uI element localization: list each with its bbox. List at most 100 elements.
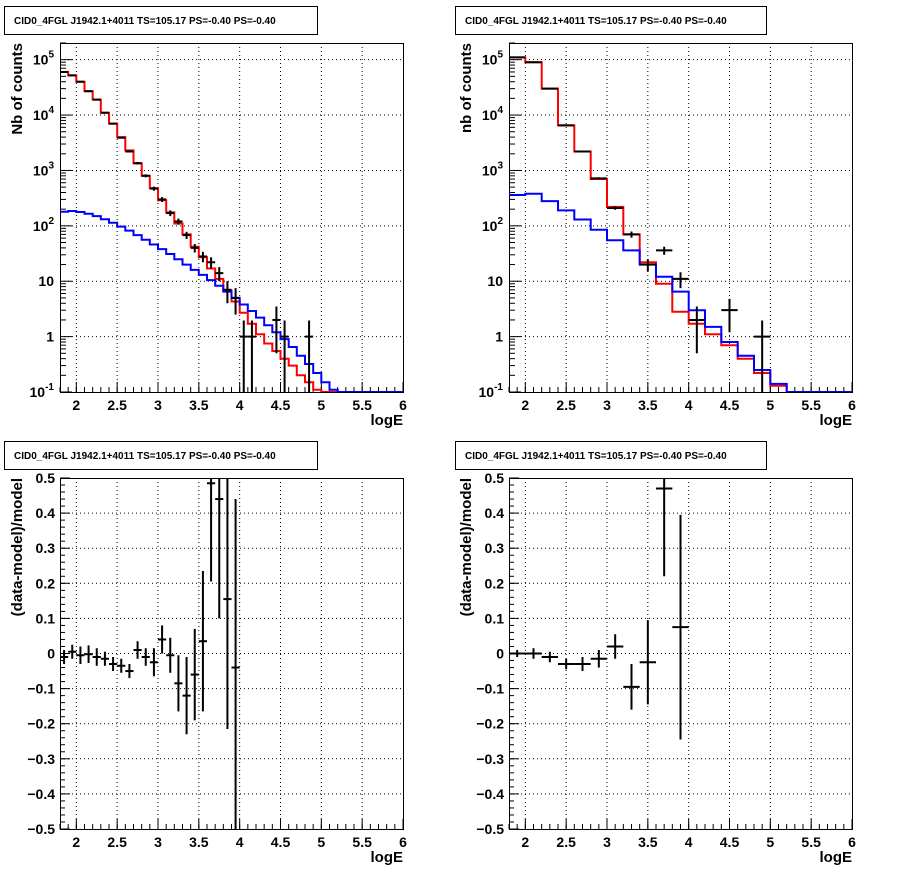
chart-title: CID0_4FGL J1942.1+4011 TS=105.17 PS=-0.4… [14,16,276,27]
x-tick-label: 2 [521,397,529,413]
data-point [76,646,85,665]
x-tick-label: 5.5 [801,397,821,413]
chart-panel-1: CID0_4FGL J1942.1+4011 TS=105.17 PS=-0.4… [4,6,407,429]
data-point [239,320,248,392]
data-point [125,664,134,679]
data-point [174,655,183,712]
x-tick-label: 2 [72,397,80,413]
chart-title-box [455,441,767,470]
data-point [607,634,624,659]
plot-area [60,70,403,392]
y-tick-label: 0.3 [36,540,56,556]
data-point [525,648,542,659]
y-axis-title: nb of counts [458,43,475,133]
data-point [231,499,240,829]
data-point [141,174,150,178]
x-axis-title: logE [371,412,404,429]
y-tick-label: 0 [496,646,504,662]
y-tick-label: −0.3 [27,751,55,767]
chart-title: CID0_4FGL J1942.1+4011 TS=105.17 PS=-0.4… [465,451,727,462]
y-tick-label: 0.2 [36,575,56,591]
series-model-source-line [509,192,852,392]
x-tick-label: 4.5 [271,397,291,413]
x-tick-label: 2 [521,834,529,850]
y-tick-label: 10 [487,273,503,289]
data-point [149,648,158,677]
data-point [117,136,126,139]
y-tick-label: −0.4 [476,786,504,802]
y-tick-label: 102 [33,216,55,234]
data-point [174,218,183,225]
y-axis-title: (data-model)/model [9,478,26,616]
y-tick-label: 103 [482,160,504,178]
x-tick-label: 4.5 [271,834,291,850]
x-tick-label: 5 [766,397,774,413]
x-tick-label: 3.5 [189,397,209,413]
data-point [672,514,689,740]
x-tick-label: 5 [317,397,325,413]
y-tick-label: 0.2 [485,575,505,591]
data-point [656,478,673,577]
data-point [607,206,624,210]
x-tick-label: 4 [236,397,244,413]
x-tick-label: 4 [685,397,693,413]
data-point [590,177,607,180]
y-tick-label: 1 [46,329,54,345]
data-point [215,478,224,619]
data-point [190,628,199,721]
y-tick-label: 104 [33,105,55,123]
x-tick-label: 6 [848,397,856,413]
y-tick-label: −0.5 [27,821,55,837]
x-tick-label: 6 [848,834,856,850]
y-tick-label: 10-1 [479,382,504,400]
data-point [182,657,191,735]
data-point [117,658,126,673]
data-point [60,649,69,665]
y-tick-label: 0.3 [485,540,505,556]
x-tick-label: 5 [317,834,325,850]
data-point [125,150,134,153]
data-point [92,98,101,101]
y-tick-label: −0.5 [476,821,504,837]
x-axis-title: logE [820,412,853,429]
y-tick-label: 105 [482,50,504,68]
data-point [305,320,314,392]
y-tick-label: 0 [47,646,55,662]
data-point [141,648,150,666]
x-tick-label: 4 [236,834,244,850]
data-point [558,124,575,127]
series-model-total-line [509,56,852,392]
x-tick-label: 3 [603,834,611,850]
x-axis-title: logE [371,849,404,866]
chart-panel-3: CID0_4FGL J1942.1+4011 TS=105.17 PS=-0.4… [4,441,407,866]
data-point [672,272,689,289]
data-point [754,320,771,392]
data-point [133,641,142,659]
data-point [247,320,256,392]
x-tick-label: 3.5 [638,834,658,850]
x-tick-label: 3.5 [189,834,209,850]
data-point [133,162,142,165]
y-axis-title: (data-model)/model [458,478,475,616]
data-point [541,651,558,663]
x-tick-label: 6 [399,834,407,850]
data-point [92,648,101,666]
chart-title-box [4,441,318,470]
y-tick-label: 0.5 [485,470,505,486]
data-point [215,267,224,282]
series-model-source-line [60,210,403,392]
x-tick-label: 4.5 [720,834,740,850]
y-axis-title: Nb of counts [9,43,26,135]
data-point [639,259,656,272]
data-point [68,644,77,659]
x-tick-label: 3 [154,397,162,413]
data-point [223,281,232,304]
data-point [109,122,118,125]
x-tick-label: 6 [399,397,407,413]
data-point [623,664,640,710]
plot-area [509,56,852,392]
data-point [223,478,232,729]
data-point [574,657,591,672]
y-tick-label: −0.4 [27,786,55,802]
